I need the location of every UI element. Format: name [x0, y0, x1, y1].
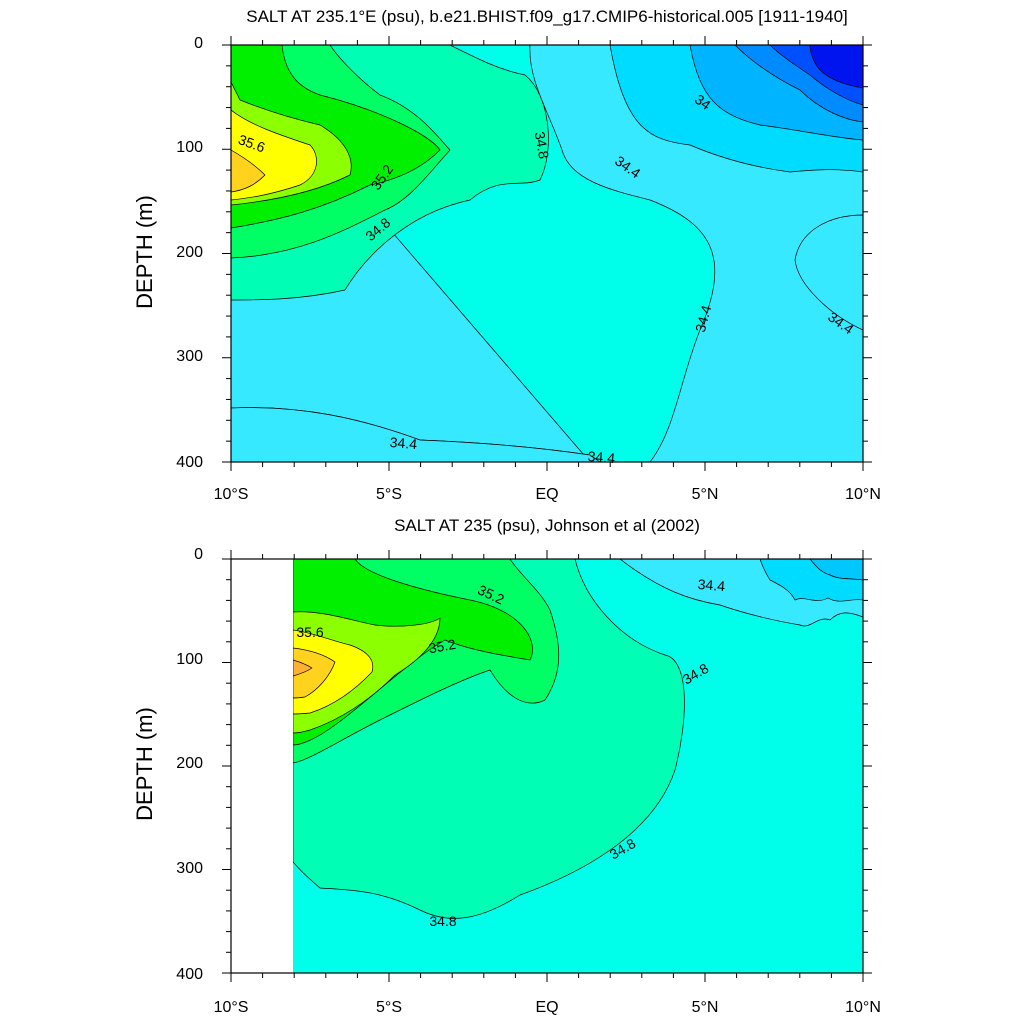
contour-label: 35.2 — [427, 636, 457, 657]
contour-label: 34.4 — [697, 576, 726, 594]
y-tick-label: 100 — [176, 651, 203, 668]
fill-region-35.8-36.0 — [231, 149, 266, 193]
fill-region-36.0-36.2 — [293, 659, 313, 677]
chart-title: SALT AT 235 (psu), Johnson et al (2002) — [394, 516, 700, 535]
contour-label: 34.4 — [692, 303, 715, 334]
x-tick-label: 5°S — [376, 486, 402, 503]
contour-fills — [231, 45, 863, 462]
x-tick-label: 10°S — [214, 999, 249, 1016]
y-tick-label: 200 — [176, 755, 203, 772]
y-tick-label: 400 — [176, 966, 203, 983]
y-tick-label: 0 — [194, 546, 203, 563]
x-tick-label: 5°N — [692, 999, 719, 1016]
y-tick-labels: 0 100 200 300 400 — [176, 546, 203, 983]
x-tick-labels: 10°S 5°S EQ 5°N 10°N — [214, 999, 881, 1016]
y-tick-label: 100 — [176, 139, 203, 156]
y-minor-ticks — [222, 558, 872, 974]
y-axis-label: DEPTH (m) — [132, 195, 157, 309]
fill-region-35.8-36.0 — [293, 647, 336, 699]
y-tick-labels: 0 100 200 300 400 — [176, 35, 203, 471]
contour-label: 34.8 — [532, 130, 553, 160]
x-tick-label: 10°N — [845, 486, 881, 503]
y-tick-label: 200 — [176, 244, 203, 261]
y-tick-label: 0 — [194, 35, 203, 52]
x-tick-label: 5°S — [376, 999, 402, 1016]
x-minor-ticks — [230, 36, 864, 471]
fill-region-34.4-bottom — [231, 407, 601, 462]
panel-top-model: SALT AT 235.1°E (psu), b.e21.BHIST.f09_g… — [132, 7, 881, 503]
x-tick-label: 5°N — [692, 486, 719, 503]
fill-region-35.6-35.8 — [293, 629, 374, 715]
y-tick-label: 300 — [176, 860, 203, 877]
contour-label: 34.4 — [587, 448, 616, 466]
y-axis-label: DEPTH (m) — [132, 707, 157, 821]
fill-region-34.2-34.4-pocket — [794, 214, 863, 331]
y-tick-label: 400 — [176, 454, 203, 471]
x-tick-labels: 10°S 5°S EQ 5°N 10°N — [214, 486, 881, 503]
fill-region-34.0-34.2 — [809, 559, 863, 581]
contour-fills — [293, 559, 863, 973]
chart-title: SALT AT 235.1°E (psu), b.e21.BHIST.f09_g… — [246, 7, 848, 26]
x-tick-label: 10°N — [845, 999, 881, 1016]
fill-region-33.4-33.6 — [809, 45, 863, 89]
y-minor-ticks — [222, 44, 872, 463]
x-tick-label: EQ — [535, 999, 558, 1016]
contour-label: 34.4 — [389, 434, 418, 452]
x-tick-label: EQ — [535, 486, 558, 503]
panel-bottom-observations: SALT AT 235 (psu), Johnson et al (2002) … — [132, 516, 881, 1016]
x-tick-label: 10°S — [214, 486, 249, 503]
y-tick-label: 300 — [176, 348, 203, 365]
contour-label: 34.8 — [429, 913, 456, 929]
contour-label: 35.6 — [296, 624, 323, 640]
x-minor-ticks — [230, 550, 864, 982]
no-data-region — [231, 559, 293, 973]
